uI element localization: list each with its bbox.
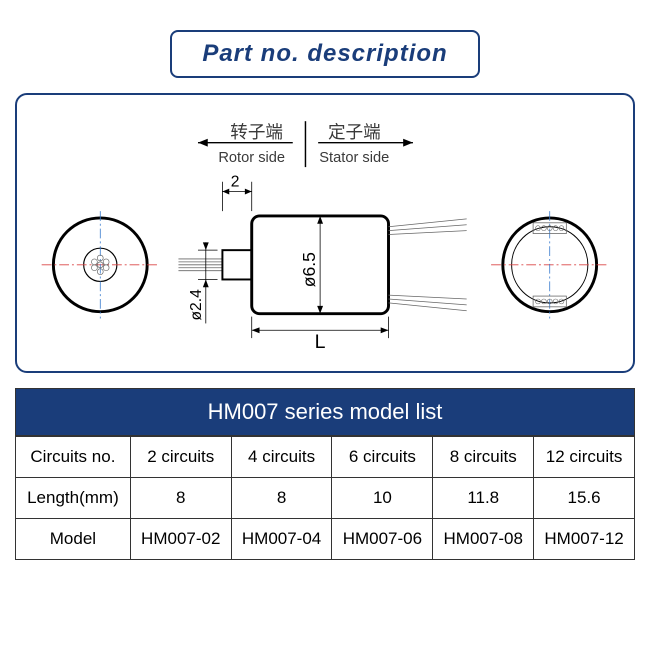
table-row: Model HM007-02 HM007-04 HM007-06 HM007-0…	[16, 519, 635, 560]
col-header: 8 circuits	[433, 437, 534, 478]
stator-cn-label: 定子端	[328, 122, 381, 142]
dim-body: ø6.5	[299, 252, 319, 287]
header-title: Part no. description	[202, 40, 447, 67]
cell: 15.6	[534, 478, 635, 519]
model-table: Circuits no. 2 circuits 4 circuits 6 cir…	[15, 436, 635, 560]
cell: HM007-02	[130, 519, 231, 560]
table-header-row: Circuits no. 2 circuits 4 circuits 6 cir…	[16, 437, 635, 478]
cell: HM007-12	[534, 519, 635, 560]
cell: HM007-06	[332, 519, 433, 560]
cell: 11.8	[433, 478, 534, 519]
col-header: 2 circuits	[130, 437, 231, 478]
rotor-cn-label: 转子端	[230, 122, 283, 142]
col-header: 12 circuits	[534, 437, 635, 478]
dim-length: L	[315, 331, 326, 353]
row-label: Length(mm)	[16, 478, 131, 519]
col-header: Circuits no.	[16, 437, 131, 478]
technical-diagram: 转子端 定子端 Rotor side Stator side	[27, 110, 623, 361]
cell: 8	[130, 478, 231, 519]
table-row: Length(mm) 8 8 10 11.8 15.6	[16, 478, 635, 519]
row-label: Model	[16, 519, 131, 560]
shaft-rect	[222, 250, 251, 279]
model-table-container: HM007 series model list Circuits no. 2 c…	[15, 388, 635, 560]
col-header: 4 circuits	[231, 437, 332, 478]
cell: HM007-08	[433, 519, 534, 560]
cell: HM007-04	[231, 519, 332, 560]
col-header: 6 circuits	[332, 437, 433, 478]
dim-gap: 2	[231, 174, 240, 191]
stator-en-label: Stator side	[319, 150, 389, 166]
cell: 10	[332, 478, 433, 519]
dim-shaft: ø2.4	[188, 289, 205, 321]
header-box: Part no. description	[170, 30, 479, 78]
table-title: HM007 series model list	[15, 388, 635, 436]
cell: 8	[231, 478, 332, 519]
rotor-en-label: Rotor side	[218, 150, 285, 166]
diagram-container: 转子端 定子端 Rotor side Stator side	[15, 93, 635, 373]
